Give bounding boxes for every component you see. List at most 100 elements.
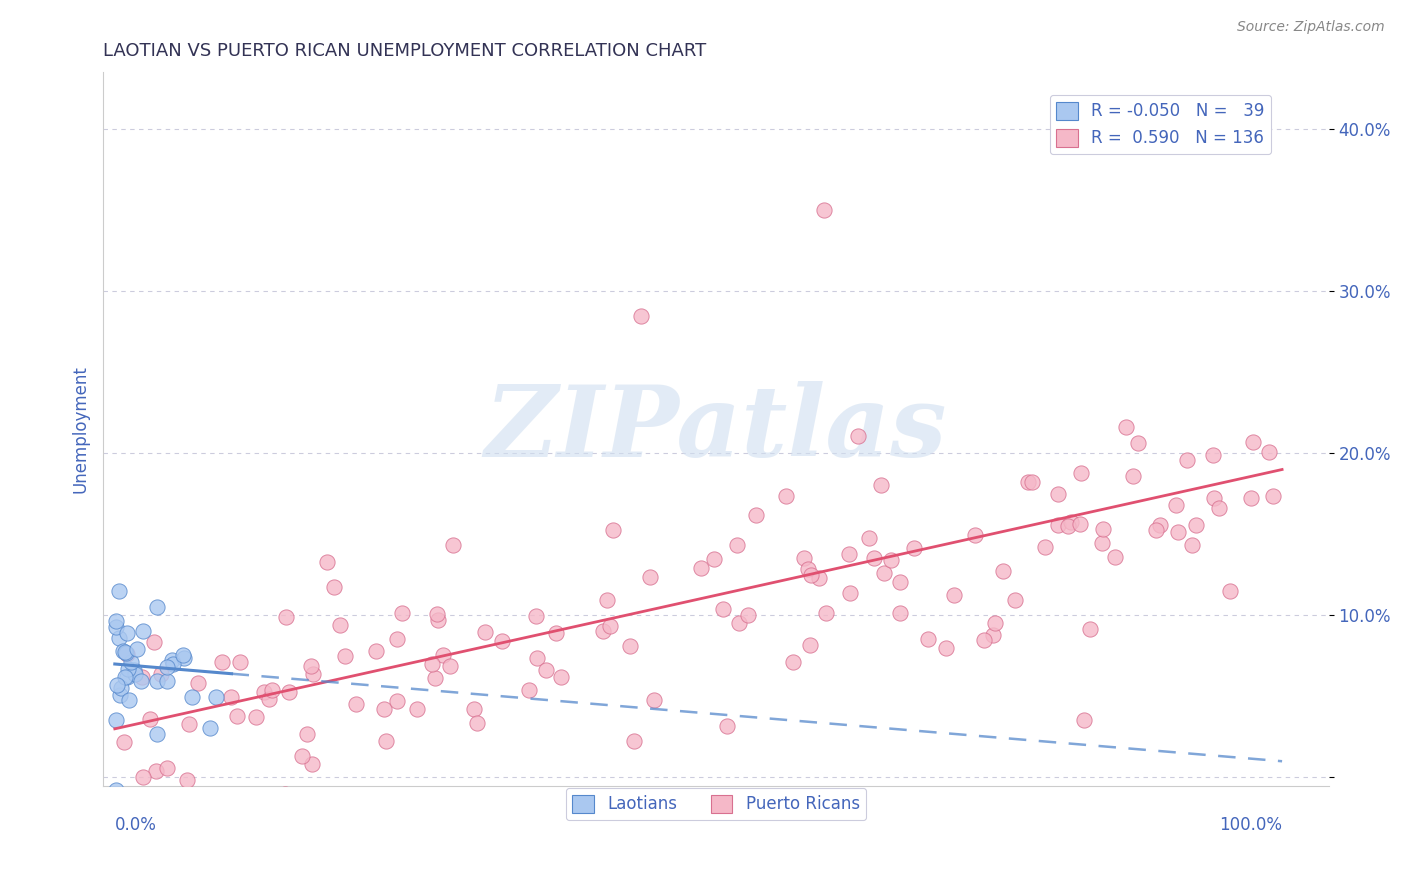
Point — [274, 787, 297, 801]
Point — [745, 508, 768, 522]
Point — [150, 789, 173, 804]
Point — [1059, 515, 1081, 529]
Point — [474, 624, 496, 639]
Text: 100.0%: 100.0% — [1219, 815, 1282, 833]
Point — [1073, 713, 1095, 727]
Point — [1104, 550, 1126, 565]
Point — [105, 678, 128, 692]
Point — [813, 203, 835, 218]
Text: 0.0%: 0.0% — [115, 815, 156, 833]
Point — [278, 685, 301, 699]
Point — [176, 773, 198, 788]
Point — [793, 551, 815, 566]
Point — [782, 655, 804, 669]
Point — [703, 552, 725, 566]
Point — [1185, 517, 1208, 532]
Point — [984, 616, 1007, 631]
Point — [276, 610, 298, 624]
Point — [187, 676, 209, 690]
Text: Source: ZipAtlas.com: Source: ZipAtlas.com — [1237, 20, 1385, 34]
Point — [1219, 583, 1241, 598]
Point — [432, 648, 454, 662]
Point — [728, 615, 751, 630]
Point — [846, 428, 869, 442]
Point — [602, 523, 624, 537]
Y-axis label: Unemployment: Unemployment — [72, 365, 89, 493]
Point — [426, 607, 449, 621]
Point — [131, 674, 153, 689]
Text: ZIPatlas: ZIPatlas — [485, 381, 948, 477]
Point — [150, 666, 173, 681]
Point — [375, 734, 398, 748]
Point — [156, 660, 179, 674]
Point — [105, 713, 128, 727]
Point — [799, 638, 821, 652]
Point — [114, 670, 136, 684]
Point — [534, 663, 557, 677]
Point — [1204, 491, 1226, 505]
Point — [689, 561, 711, 575]
Point — [105, 783, 128, 797]
Point — [889, 574, 911, 589]
Point — [301, 757, 323, 772]
Point — [981, 628, 1004, 642]
Point — [131, 770, 153, 784]
Point — [873, 566, 896, 581]
Point — [1057, 519, 1080, 533]
Point — [1240, 491, 1263, 505]
Point — [595, 593, 617, 607]
Point — [127, 641, 149, 656]
Point — [1021, 475, 1043, 489]
Point — [423, 672, 446, 686]
Point — [889, 607, 911, 621]
Point — [1202, 448, 1225, 462]
Point — [226, 708, 249, 723]
Point — [465, 715, 488, 730]
Point — [1149, 518, 1171, 533]
Point — [132, 624, 155, 638]
Point — [1181, 538, 1204, 552]
Point — [491, 633, 513, 648]
Point — [180, 690, 202, 705]
Point — [943, 588, 966, 602]
Point — [619, 639, 641, 653]
Point — [173, 651, 195, 665]
Point — [1092, 521, 1115, 535]
Point — [301, 666, 323, 681]
Point — [112, 644, 135, 658]
Point — [156, 762, 179, 776]
Point — [146, 600, 169, 615]
Point — [638, 570, 661, 584]
Point — [917, 632, 939, 646]
Point — [1046, 517, 1069, 532]
Point — [112, 735, 135, 749]
Point — [1070, 467, 1092, 481]
Point — [903, 541, 925, 555]
Point — [253, 684, 276, 698]
Point — [124, 667, 146, 681]
Point — [737, 608, 759, 623]
Point — [1167, 524, 1189, 539]
Point — [245, 709, 267, 723]
Point — [291, 749, 314, 764]
Point — [599, 618, 621, 632]
Point — [993, 564, 1015, 578]
Point — [1115, 419, 1137, 434]
Point — [344, 698, 367, 712]
Point — [115, 648, 138, 662]
Point — [115, 646, 138, 660]
Point — [105, 620, 128, 634]
Point — [260, 682, 283, 697]
Point — [315, 555, 337, 569]
Point — [1033, 540, 1056, 554]
Point — [323, 580, 346, 594]
Point — [838, 586, 860, 600]
Point — [295, 727, 318, 741]
Point — [146, 727, 169, 741]
Point — [775, 489, 797, 503]
Point — [630, 309, 652, 323]
Point — [205, 690, 228, 704]
Point — [550, 670, 572, 684]
Point — [420, 657, 443, 671]
Point — [108, 584, 131, 599]
